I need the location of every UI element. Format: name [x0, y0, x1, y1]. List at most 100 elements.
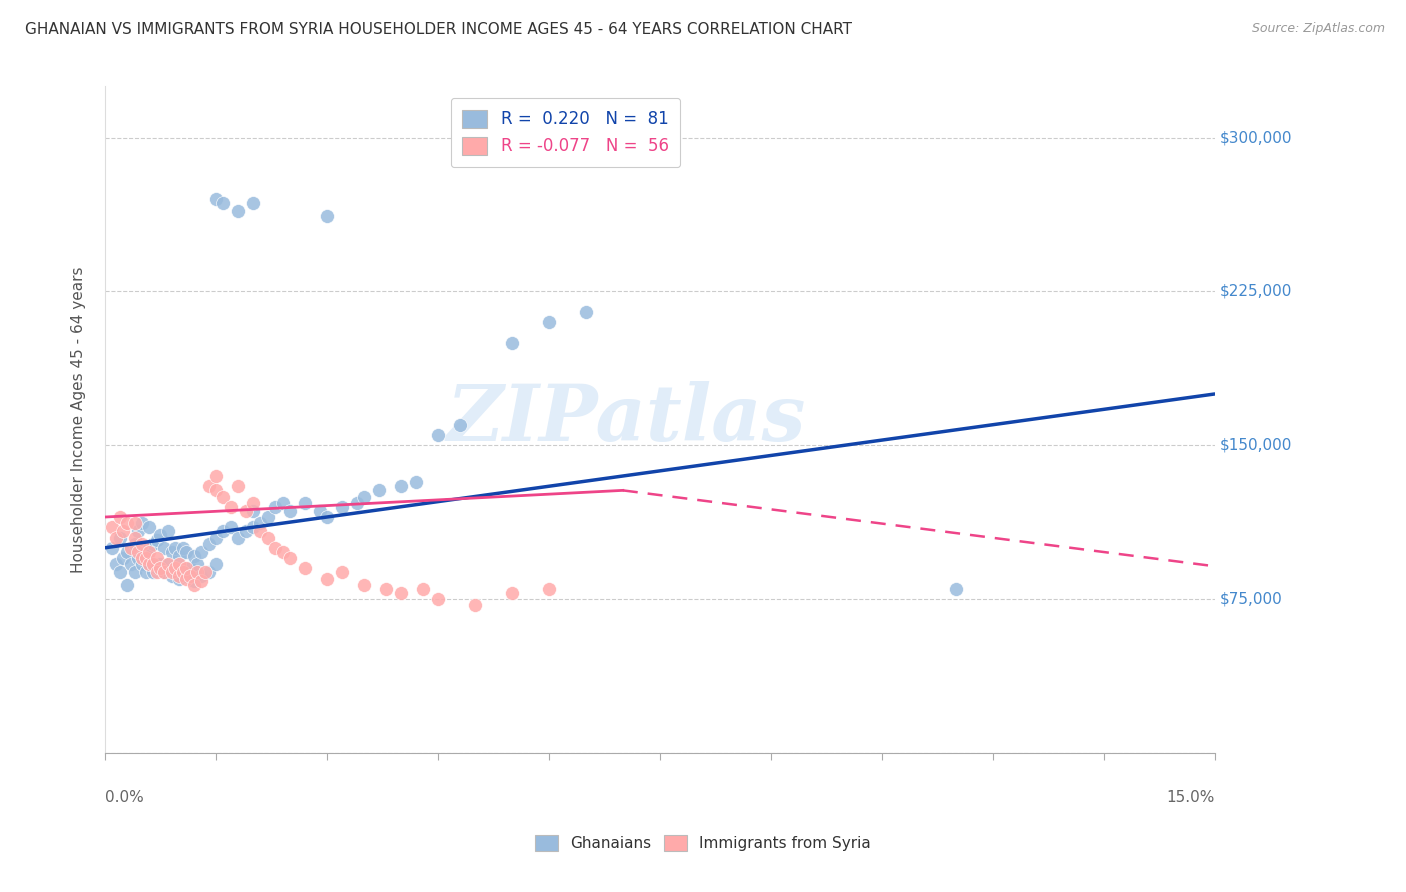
Point — [212, 524, 235, 539]
Point — [501, 586, 523, 600]
Point — [167, 569, 190, 583]
Point — [256, 531, 278, 545]
Point — [165, 541, 187, 555]
Point — [135, 551, 157, 566]
Point — [124, 516, 146, 531]
Point — [167, 572, 190, 586]
Point — [235, 524, 257, 539]
Point — [183, 549, 205, 563]
Point — [271, 496, 294, 510]
Point — [142, 566, 165, 580]
Point — [108, 510, 131, 524]
Text: ZIPatlas: ZIPatlas — [447, 382, 806, 458]
Point — [105, 531, 128, 545]
Point — [226, 479, 249, 493]
Point — [330, 500, 353, 514]
Point — [235, 504, 257, 518]
Point — [190, 569, 212, 583]
Point — [160, 566, 183, 580]
Point — [138, 541, 160, 555]
Point — [101, 541, 124, 555]
Text: 0.0%: 0.0% — [105, 789, 143, 805]
Point — [242, 520, 264, 534]
Point — [226, 204, 249, 219]
Point — [197, 537, 219, 551]
Point — [172, 541, 194, 555]
Point — [249, 516, 271, 531]
Point — [176, 572, 198, 586]
Point — [172, 566, 194, 580]
Point — [108, 531, 131, 545]
Point — [167, 549, 190, 563]
Text: $300,000: $300,000 — [1220, 130, 1292, 145]
Point — [219, 520, 242, 534]
Point — [330, 566, 353, 580]
Point — [138, 558, 160, 572]
Point — [183, 577, 205, 591]
Point — [146, 566, 169, 580]
Point — [316, 572, 339, 586]
Point — [242, 196, 264, 211]
Point — [153, 566, 176, 580]
Point — [190, 545, 212, 559]
Point — [156, 558, 179, 572]
Legend: R =  0.220   N =  81, R = -0.077   N =  56: R = 0.220 N = 81, R = -0.077 N = 56 — [451, 98, 681, 167]
Point — [165, 561, 187, 575]
Point — [242, 504, 264, 518]
Point — [176, 545, 198, 559]
Point — [278, 504, 301, 518]
Point — [264, 541, 287, 555]
Point — [131, 516, 153, 531]
Point — [153, 541, 176, 555]
Point — [105, 558, 128, 572]
Point — [256, 510, 278, 524]
Point — [219, 500, 242, 514]
Legend: Ghanaians, Immigrants from Syria: Ghanaians, Immigrants from Syria — [529, 829, 877, 857]
Point — [278, 551, 301, 566]
Point — [127, 524, 149, 539]
Point — [146, 533, 169, 547]
Point — [389, 479, 412, 493]
Point — [120, 541, 142, 555]
Point — [172, 566, 194, 580]
Point — [294, 496, 316, 510]
Point — [197, 566, 219, 580]
Point — [149, 561, 172, 575]
Point — [205, 469, 228, 483]
Point — [945, 582, 967, 596]
Point — [176, 561, 198, 575]
Point — [124, 566, 146, 580]
Point — [176, 569, 198, 583]
Point — [131, 558, 153, 572]
Point — [115, 516, 138, 531]
Point — [108, 566, 131, 580]
Point — [142, 537, 165, 551]
Point — [205, 483, 228, 498]
Point — [112, 524, 135, 539]
Y-axis label: Householder Income Ages 45 - 64 years: Householder Income Ages 45 - 64 years — [72, 267, 86, 573]
Point — [212, 490, 235, 504]
Point — [426, 428, 449, 442]
Point — [112, 551, 135, 566]
Point — [375, 582, 398, 596]
Point — [242, 496, 264, 510]
Point — [183, 574, 205, 588]
Point — [205, 531, 228, 545]
Point — [146, 551, 169, 566]
Point — [575, 305, 598, 319]
Point — [537, 582, 560, 596]
Point — [271, 545, 294, 559]
Point — [449, 417, 471, 432]
Point — [167, 558, 190, 572]
Point — [160, 569, 183, 583]
Point — [135, 566, 157, 580]
Point — [138, 545, 160, 559]
Point — [367, 483, 389, 498]
Point — [127, 551, 149, 566]
Point — [212, 196, 235, 211]
Point — [165, 566, 187, 580]
Point — [186, 566, 208, 580]
Point — [353, 490, 375, 504]
Point — [353, 577, 375, 591]
Point — [190, 574, 212, 588]
